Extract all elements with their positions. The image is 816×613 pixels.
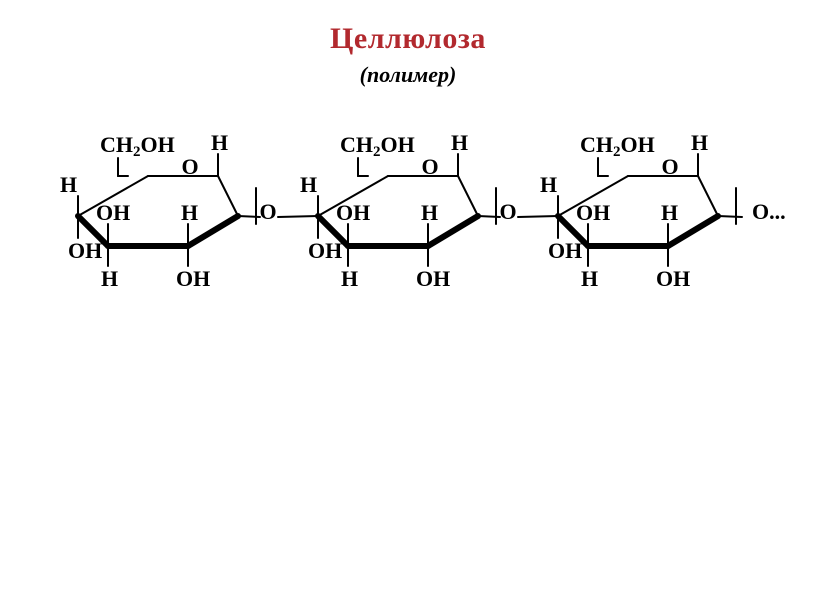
svg-text:OH: OH <box>96 200 130 225</box>
svg-text:CH2OH: CH2OH <box>580 132 655 160</box>
subtitle: (полимер) <box>0 62 816 88</box>
svg-text:OH: OH <box>68 238 102 263</box>
svg-text:H: H <box>540 172 557 197</box>
svg-text:H: H <box>300 172 317 197</box>
svg-text:OH: OH <box>336 200 370 225</box>
svg-text:OH: OH <box>308 238 342 263</box>
title: Целлюлоза <box>0 22 816 56</box>
svg-text:H: H <box>60 172 77 197</box>
svg-text:CH2OH: CH2OH <box>340 132 415 160</box>
svg-text:H: H <box>181 200 198 225</box>
svg-text:O: O <box>499 199 516 224</box>
svg-text:O: O <box>421 154 438 179</box>
svg-text:O: O <box>259 199 276 224</box>
cellulose-structure-diagram: OCH2OHHOHOHHHOHHOOCH2OHHOHOHHHOHHOOCH2OH… <box>18 106 798 326</box>
svg-text:H: H <box>581 266 598 291</box>
svg-text:OH: OH <box>576 200 610 225</box>
svg-text:H: H <box>211 130 228 155</box>
svg-text:H: H <box>101 266 118 291</box>
svg-text:OH: OH <box>548 238 582 263</box>
svg-text:H: H <box>421 200 438 225</box>
svg-text:OH: OH <box>656 266 690 291</box>
svg-text:CH2OH: CH2OH <box>100 132 175 160</box>
svg-text:H: H <box>451 130 468 155</box>
svg-text:O: O <box>181 154 198 179</box>
svg-text:O: O <box>661 154 678 179</box>
svg-text:OH: OH <box>176 266 210 291</box>
svg-text:H: H <box>661 200 678 225</box>
svg-text:O...: O... <box>752 199 786 224</box>
svg-text:H: H <box>341 266 358 291</box>
svg-text:H: H <box>691 130 708 155</box>
chemical-structure-svg: OCH2OHHOHOHHHOHHOOCH2OHHOHOHHHOHHOOCH2OH… <box>18 106 798 326</box>
svg-text:OH: OH <box>416 266 450 291</box>
